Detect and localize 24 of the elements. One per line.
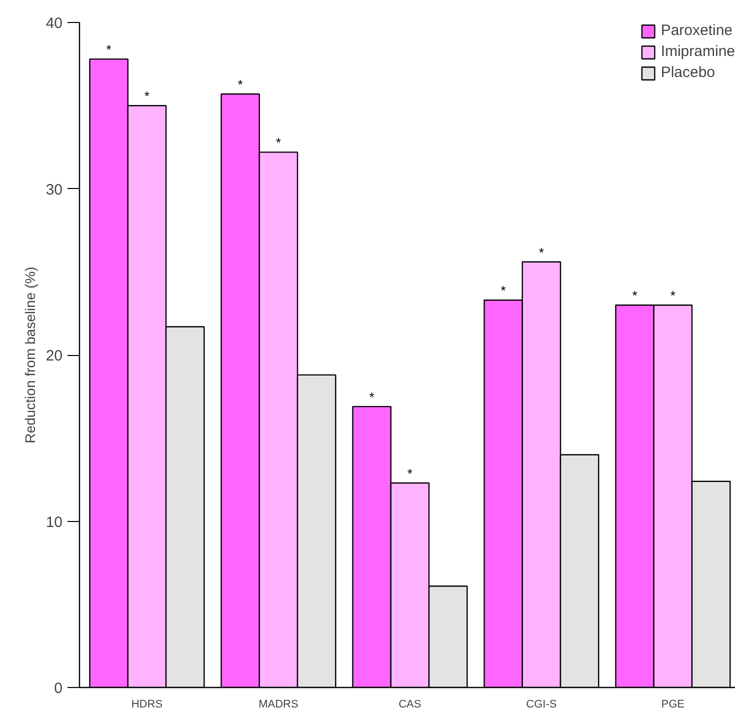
legend-label: Imipramine [660, 43, 735, 60]
x-tick-label: HDRS [131, 698, 163, 710]
x-tick-label: CAS [398, 698, 422, 710]
y-axis-title: Reduction from baseline (%) [22, 266, 38, 444]
x-tick-label: CGI-S [526, 698, 557, 710]
x-tick-label: MADRS [258, 698, 298, 710]
y-tick-label: 10 [46, 514, 63, 531]
data-label: * [407, 466, 412, 482]
y-tick-label: 40 [46, 15, 63, 32]
data-label: * [670, 288, 676, 304]
data-label: * [632, 288, 638, 304]
y-tick-label: 20 [46, 348, 63, 364]
legend-label: Placebo [660, 64, 716, 81]
data-label: * [369, 390, 374, 405]
data-label: * [144, 88, 150, 104]
x-tick-label: PGE [661, 698, 685, 710]
y-tick-label: 0 [54, 680, 62, 697]
y-tick-label: 30 [46, 181, 63, 198]
data-label: * [538, 244, 544, 260]
data-label: * [500, 283, 506, 298]
legend-label: Paroxetine [660, 22, 733, 39]
data-label: * [106, 42, 112, 58]
data-label: * [276, 135, 281, 150]
data-label: * [238, 76, 243, 92]
